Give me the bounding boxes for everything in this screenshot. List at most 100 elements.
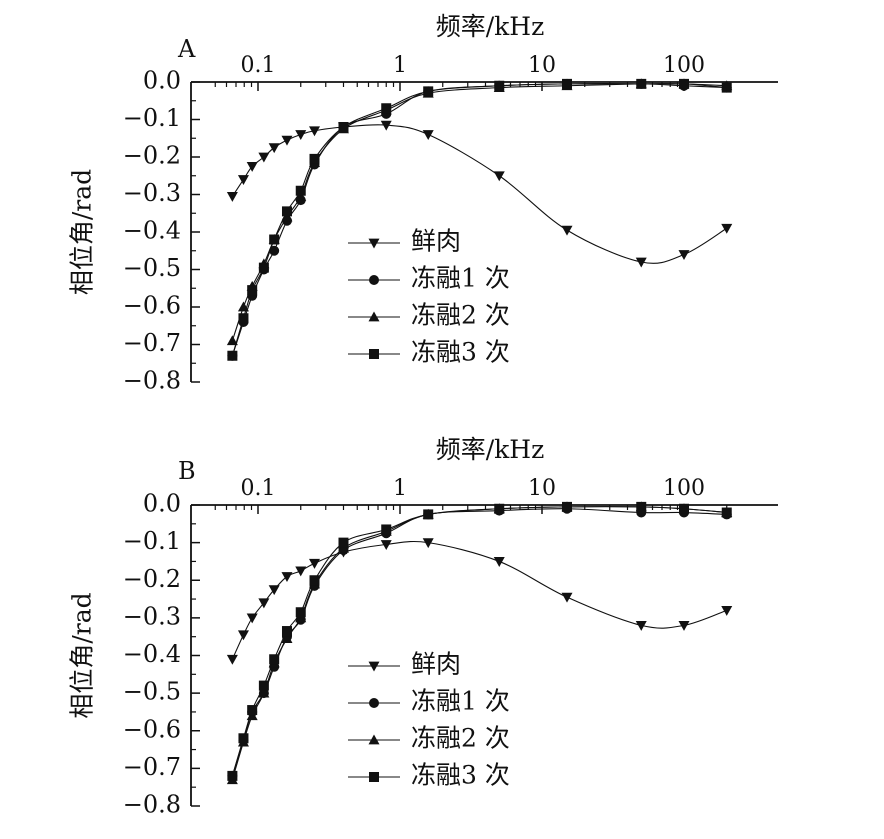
- data-point: [269, 234, 280, 245]
- data-point: [721, 223, 733, 234]
- y-tick-label: −0.1: [123, 104, 181, 132]
- series-4: [227, 78, 732, 361]
- data-point: [423, 509, 434, 520]
- legend-marker: [369, 698, 379, 708]
- data-point: [338, 537, 349, 548]
- data-point: [295, 607, 306, 618]
- y-tick-label: −0.3: [123, 602, 181, 630]
- data-point: [635, 621, 647, 631]
- data-point: [281, 135, 293, 146]
- data-point: [493, 557, 505, 567]
- data-point: [269, 654, 280, 665]
- panel-label: A: [177, 35, 196, 63]
- series-line: [231, 506, 727, 777]
- x-tick-label: 100: [663, 53, 705, 78]
- data-point: [226, 654, 238, 665]
- data-point: [269, 245, 280, 256]
- data-point: [562, 78, 573, 89]
- chart-panel-a: A 频率/kHz 相位角/rad 0.1 1 10 100 0.0 −0.1 −0.2 −0.3 −0…: [68, 12, 778, 395]
- data-point: [281, 626, 292, 637]
- data-point: [281, 211, 293, 222]
- legend-marker: [368, 734, 380, 745]
- data-point: [258, 598, 270, 609]
- data-point: [721, 507, 732, 518]
- legend-marker: [368, 238, 380, 249]
- series-line: [231, 508, 727, 777]
- data-point: [227, 350, 238, 361]
- legend-marker: [369, 772, 379, 782]
- y-tick-label: −0.5: [123, 254, 181, 282]
- data-point: [247, 705, 258, 716]
- data-point: [561, 592, 573, 603]
- data-point: [562, 501, 573, 512]
- series-line: [231, 540, 727, 660]
- legend-label: 冻融1 次: [411, 264, 510, 293]
- data-point: [338, 122, 349, 132]
- y-tick-label: −0.2: [123, 142, 181, 170]
- data-point: [246, 161, 258, 172]
- data-point: [721, 82, 732, 93]
- y-tick-label: −0.1: [123, 527, 181, 555]
- legend-label: 冻融3 次: [411, 338, 510, 367]
- data-point: [309, 126, 321, 137]
- series-line: [231, 83, 727, 356]
- data-point: [309, 558, 321, 569]
- panel-label: B: [178, 457, 196, 485]
- chart-panel-b: B 频率/kHz 相位角/rad 0.1 1 10 100 0.0 −0.1 −0.2 −0.3 −0…: [68, 435, 778, 819]
- data-point: [636, 78, 647, 89]
- legend-marker: [368, 661, 380, 672]
- x-tick-label: 10: [528, 476, 556, 501]
- data-point: [380, 540, 392, 551]
- legend-marker: [368, 311, 380, 322]
- data-point: [258, 687, 270, 698]
- data-point: [295, 612, 307, 623]
- y-tick-label: −0.7: [123, 753, 181, 781]
- x-tick-label: 0.1: [241, 476, 276, 501]
- data-point: [226, 335, 238, 346]
- series-line: [231, 83, 727, 341]
- y-tick-label: −0.8: [123, 367, 181, 395]
- data-point: [679, 78, 689, 89]
- legend-label: 冻融1 次: [411, 687, 510, 716]
- data-point: [281, 633, 293, 643]
- data-point: [258, 262, 269, 273]
- y-tick-label: −0.3: [123, 179, 181, 207]
- data-point: [238, 733, 249, 744]
- data-point: [295, 566, 307, 577]
- data-point: [309, 153, 320, 164]
- data-point: [337, 542, 349, 553]
- series-1: [226, 538, 733, 665]
- data-point: [268, 585, 280, 596]
- data-point: [268, 143, 280, 154]
- data-point: [380, 120, 392, 131]
- data-point: [561, 225, 573, 236]
- data-point: [422, 130, 434, 140]
- data-point: [227, 770, 238, 781]
- data-point: [295, 130, 307, 140]
- data-point: [494, 503, 505, 514]
- data-point: [281, 572, 293, 582]
- y-axis-label: 相位角/rad: [68, 169, 97, 295]
- data-point: [258, 680, 269, 691]
- data-point: [678, 250, 690, 260]
- data-point: [381, 103, 392, 114]
- data-point: [636, 501, 647, 512]
- legend-label: 鲜肉: [411, 227, 461, 256]
- x-tick-label: 1: [393, 476, 407, 501]
- legend-label: 冻融2 次: [411, 724, 510, 753]
- legend-label: 鲜肉: [411, 650, 461, 679]
- y-tick-label: −0.6: [123, 715, 181, 743]
- series-4: [227, 501, 732, 781]
- data-point: [678, 621, 690, 631]
- data-point: [237, 630, 249, 641]
- data-point: [422, 538, 434, 549]
- y-tick-label: −0.8: [123, 791, 181, 819]
- y-tick-label: −0.7: [123, 329, 181, 357]
- data-point: [423, 86, 434, 97]
- data-point: [247, 285, 258, 296]
- legend-marker: [369, 349, 379, 359]
- series-line: [231, 124, 728, 264]
- y-axis-label: 相位角/rad: [68, 592, 97, 718]
